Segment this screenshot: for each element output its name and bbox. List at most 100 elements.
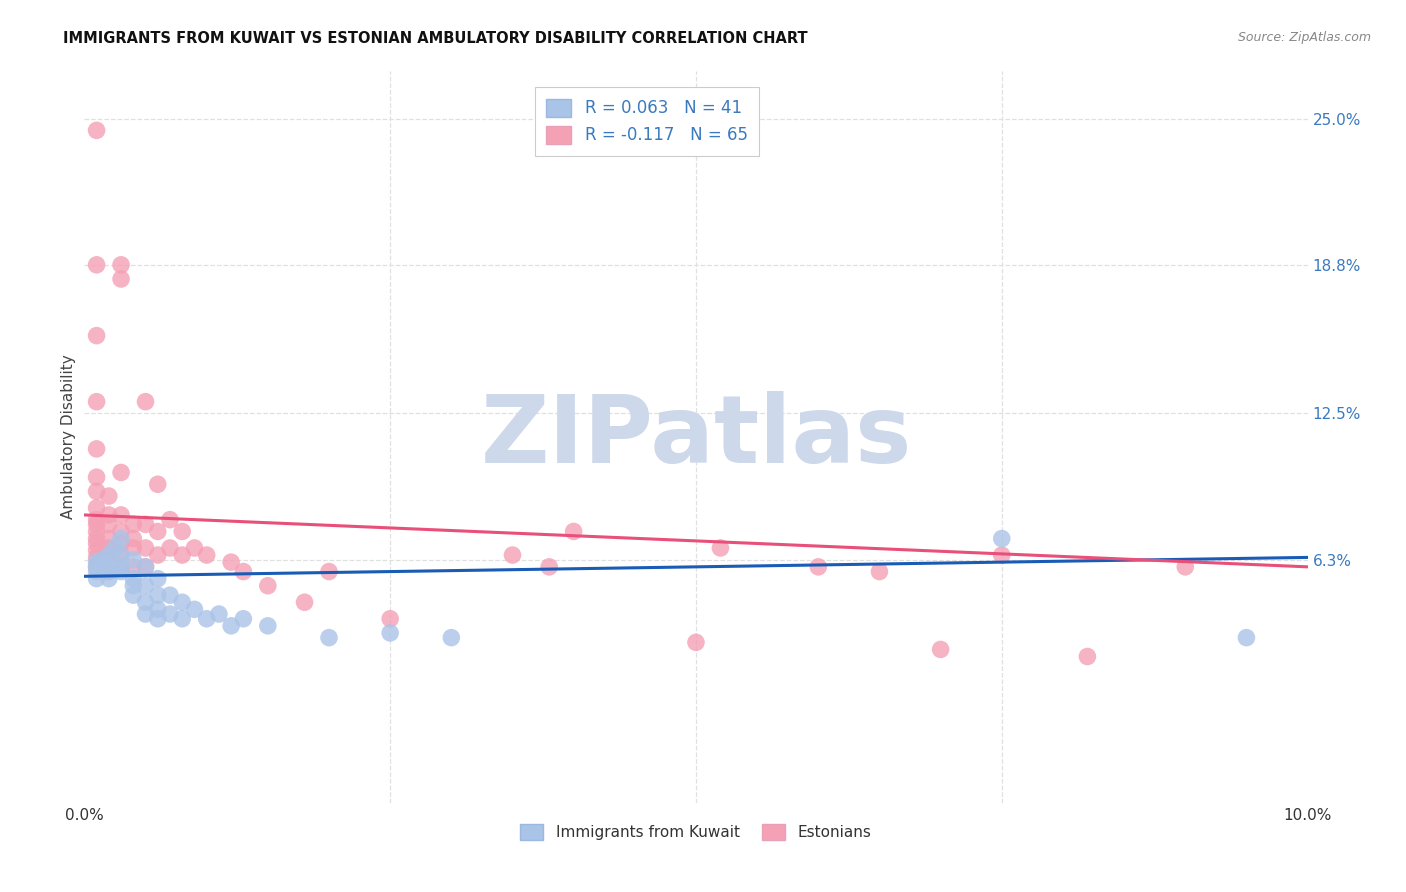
Point <box>135 607 157 621</box>
Point <box>380 612 402 626</box>
Point <box>183 602 205 616</box>
Point <box>318 565 340 579</box>
Point <box>502 548 524 562</box>
Point <box>807 559 830 574</box>
Point <box>440 631 463 645</box>
Point <box>146 612 169 626</box>
Point <box>97 532 120 546</box>
Point <box>122 559 145 574</box>
Point <box>869 565 891 579</box>
Point <box>86 517 108 532</box>
Point <box>86 513 108 527</box>
Point <box>146 548 169 562</box>
Point <box>86 258 108 272</box>
Point <box>104 541 127 555</box>
Point <box>159 513 181 527</box>
Point <box>709 541 731 555</box>
Point <box>86 565 108 579</box>
Point <box>380 626 402 640</box>
Point <box>538 559 561 574</box>
Point <box>110 536 132 550</box>
Point <box>110 508 132 522</box>
Legend: Immigrants from Kuwait, Estonians: Immigrants from Kuwait, Estonians <box>515 817 877 847</box>
Point <box>97 517 120 532</box>
Point <box>991 548 1014 562</box>
Point <box>110 559 132 574</box>
Text: Source: ZipAtlas.com: Source: ZipAtlas.com <box>1237 31 1371 45</box>
Point <box>110 565 132 579</box>
Point <box>110 524 132 539</box>
Point <box>195 548 218 562</box>
Point <box>135 394 157 409</box>
Point <box>232 612 254 626</box>
Point <box>86 123 108 137</box>
Point <box>135 579 157 593</box>
Point <box>122 572 145 586</box>
Point <box>110 272 132 286</box>
Point <box>318 631 340 645</box>
Point <box>86 524 108 539</box>
Point <box>146 602 169 616</box>
Point <box>86 500 108 515</box>
Point <box>97 572 120 586</box>
Point <box>122 579 145 593</box>
Point <box>122 588 145 602</box>
Point <box>172 524 194 539</box>
Point <box>122 517 145 532</box>
Y-axis label: Ambulatory Disability: Ambulatory Disability <box>60 355 76 519</box>
Point <box>219 619 242 633</box>
Point <box>122 553 145 567</box>
Point <box>135 559 157 574</box>
Point <box>146 524 169 539</box>
Point <box>86 572 108 586</box>
Point <box>86 470 108 484</box>
Text: IMMIGRANTS FROM KUWAIT VS ESTONIAN AMBULATORY DISABILITY CORRELATION CHART: IMMIGRANTS FROM KUWAIT VS ESTONIAN AMBUL… <box>63 31 808 46</box>
Point <box>219 555 242 569</box>
Point <box>294 595 316 609</box>
Point <box>110 548 132 562</box>
Point <box>86 543 108 558</box>
Point <box>86 555 108 569</box>
Point <box>86 559 108 574</box>
Point <box>86 484 108 499</box>
Text: ZIPatlas: ZIPatlas <box>481 391 911 483</box>
Point <box>110 559 132 574</box>
Point <box>172 595 194 609</box>
Point <box>110 466 132 480</box>
Point <box>110 548 132 562</box>
Point <box>97 548 120 562</box>
Point <box>110 258 132 272</box>
Point <box>135 559 157 574</box>
Point <box>97 541 120 555</box>
Point <box>257 619 280 633</box>
Point <box>1076 649 1098 664</box>
Point <box>208 607 231 621</box>
Point <box>86 328 108 343</box>
Point <box>159 607 181 621</box>
Point <box>195 612 218 626</box>
Point <box>91 553 114 567</box>
Point <box>122 541 145 555</box>
Point <box>97 565 120 579</box>
Point <box>1236 631 1258 645</box>
Point <box>86 536 108 550</box>
Point <box>685 635 707 649</box>
Point <box>159 588 181 602</box>
Point <box>97 489 120 503</box>
Point <box>991 532 1014 546</box>
Point <box>97 565 120 579</box>
Point <box>146 572 169 586</box>
Point <box>172 548 194 562</box>
Point <box>86 550 108 565</box>
Point <box>146 588 169 602</box>
Point <box>159 541 181 555</box>
Point <box>135 517 157 532</box>
Point <box>122 532 145 546</box>
Point <box>86 442 108 456</box>
Point <box>257 579 280 593</box>
Point <box>86 559 108 574</box>
Point <box>232 565 254 579</box>
Point <box>86 394 108 409</box>
Point <box>146 477 169 491</box>
Point <box>86 532 108 546</box>
